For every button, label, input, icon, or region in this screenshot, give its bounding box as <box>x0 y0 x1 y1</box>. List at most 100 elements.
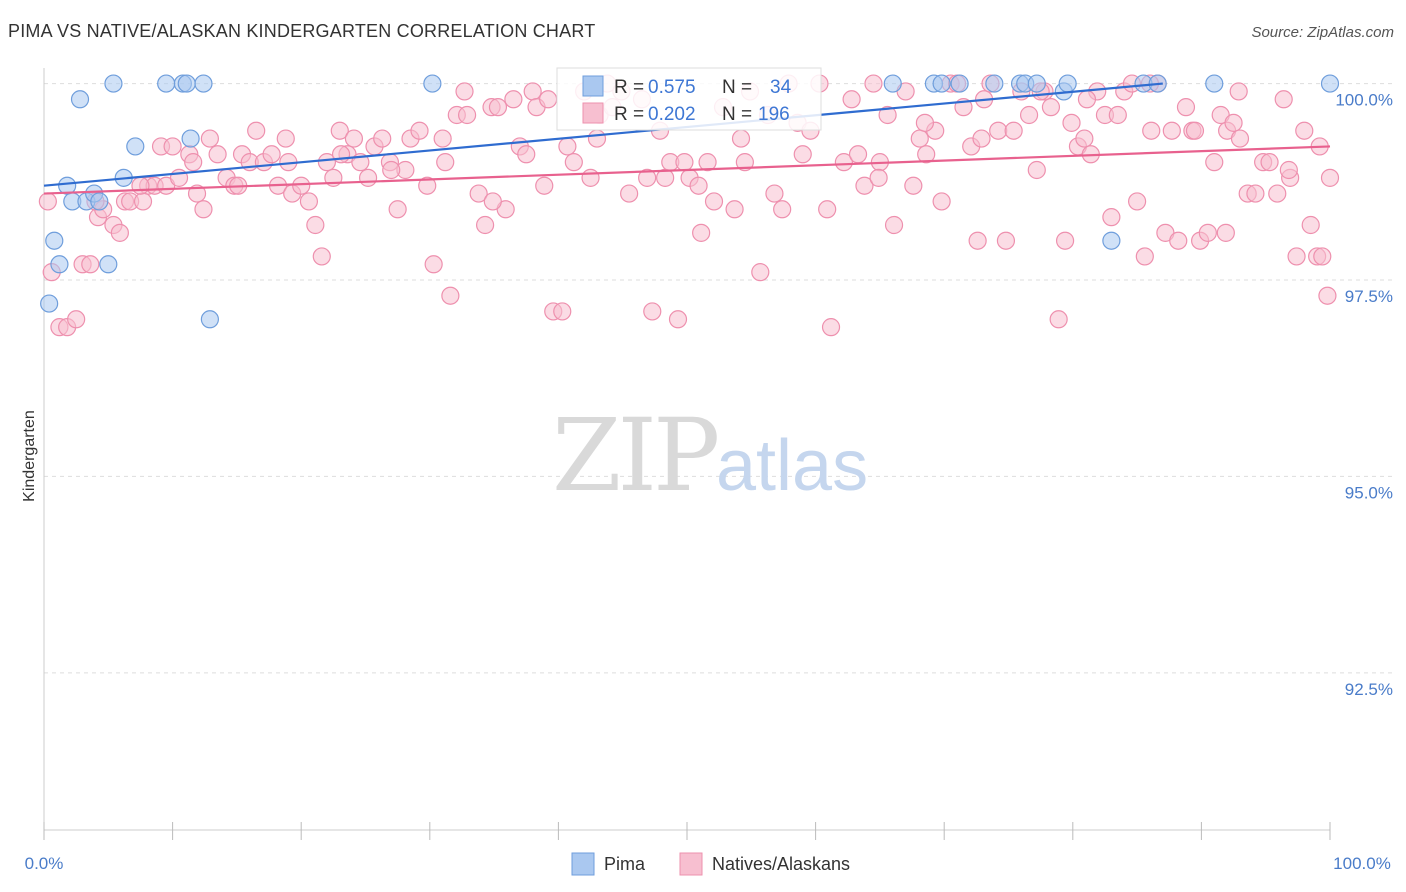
native-point <box>382 160 401 180</box>
native-point <box>1062 113 1081 132</box>
native-point <box>1318 286 1337 305</box>
native-point <box>483 192 502 211</box>
native-trend-line <box>43 145 1331 195</box>
native-point <box>818 200 837 219</box>
native-point <box>455 82 474 101</box>
native-point <box>869 168 888 187</box>
native-point <box>523 82 542 101</box>
native-point <box>1246 184 1265 203</box>
native-point <box>910 129 929 148</box>
native-point <box>306 215 325 235</box>
native-point <box>855 176 874 195</box>
pima-point <box>126 137 145 156</box>
native-point <box>38 192 57 211</box>
native-point <box>1162 121 1181 140</box>
native-point <box>312 247 331 266</box>
native-point <box>208 145 227 164</box>
native-point <box>1176 98 1196 117</box>
native-point <box>1198 223 1217 242</box>
y-tick-labels: 92.5% 95.0% 97.5% 100.0% <box>1335 91 1393 699</box>
native-point <box>517 145 536 164</box>
native-point <box>436 153 455 172</box>
legend-pima-n-value: 34 <box>770 77 792 98</box>
pima-point <box>194 74 213 93</box>
pima-point <box>985 74 1004 93</box>
native-point <box>773 200 792 219</box>
bottom-legend-swatch-native <box>679 852 703 876</box>
native-point <box>373 129 392 148</box>
native-point <box>1287 247 1306 266</box>
pima-trend-line <box>43 82 1163 187</box>
native-point <box>821 318 841 337</box>
native-point <box>1216 223 1235 242</box>
x-tick-label-min: 0.0% <box>25 854 64 873</box>
legend-swatch-native <box>582 102 604 124</box>
pima-point <box>950 74 969 93</box>
native-point <box>1260 153 1279 172</box>
legend-native-r-value: 0.202 <box>648 104 696 125</box>
pima-point <box>181 129 200 148</box>
native-point <box>1205 153 1224 172</box>
native-point <box>581 168 600 187</box>
native-point <box>1185 121 1205 140</box>
native-point <box>539 90 558 109</box>
grid-lines <box>44 83 1394 674</box>
native-point <box>1274 90 1293 109</box>
native-point <box>1224 113 1243 132</box>
pima-point <box>104 74 123 93</box>
native-point <box>692 223 711 242</box>
native-point <box>1268 184 1287 203</box>
native-point <box>878 105 897 125</box>
native-point <box>317 153 337 172</box>
native-point <box>200 129 219 148</box>
native-point <box>276 129 295 148</box>
watermark-atlas: atlas <box>716 426 868 506</box>
bottom-legend-native: Natives/Alaskans <box>712 854 850 874</box>
native-point <box>553 302 572 321</box>
legend-swatch-pima <box>582 75 604 97</box>
pima-point <box>423 74 442 93</box>
native-point <box>1102 208 1121 227</box>
y-axis-label: Kindergarten <box>21 410 38 502</box>
native-point <box>418 176 437 195</box>
y-tick-label: 95.0% <box>1345 483 1393 502</box>
native-point <box>133 192 153 211</box>
native-point <box>1229 82 1248 101</box>
native-point <box>915 113 935 132</box>
native-point <box>725 200 744 219</box>
pima-point <box>1320 74 1340 93</box>
native-point <box>1127 192 1147 211</box>
pima-point <box>883 74 902 93</box>
native-point <box>184 153 203 172</box>
pima-point <box>70 90 90 109</box>
pima-point <box>1058 74 1077 93</box>
stats-legend: R = 0.575 N = 34 R = 0.202 N = 196 <box>556 67 822 131</box>
legend-pima-n-label: N = <box>722 77 752 98</box>
native-point <box>689 176 708 195</box>
native-point <box>1142 121 1161 140</box>
native-point <box>292 176 311 195</box>
pima-point <box>157 74 176 93</box>
x-ticks <box>43 822 1331 840</box>
native-point <box>504 90 523 109</box>
native-point <box>735 153 754 172</box>
native-point <box>1108 105 1127 125</box>
native-point <box>344 129 364 148</box>
y-tick-label: 97.5% <box>1345 287 1393 306</box>
native-point <box>1055 231 1075 250</box>
native-point <box>996 231 1016 250</box>
legend-pima-r-value: 0.575 <box>648 77 696 98</box>
native-point <box>424 255 443 274</box>
pima-point <box>1027 74 1046 93</box>
native-point <box>475 215 495 235</box>
native-point <box>247 121 266 140</box>
native-point <box>848 145 868 164</box>
native-point <box>1295 121 1314 140</box>
bottom-legend-pima: Pima <box>604 854 646 874</box>
pima-point <box>1102 231 1121 250</box>
legend-native-r-label: R = <box>614 104 644 125</box>
native-point <box>535 176 554 195</box>
native-point <box>262 145 281 164</box>
native-point <box>187 184 207 203</box>
x-tick-label-max: 100.0% <box>1333 854 1391 873</box>
